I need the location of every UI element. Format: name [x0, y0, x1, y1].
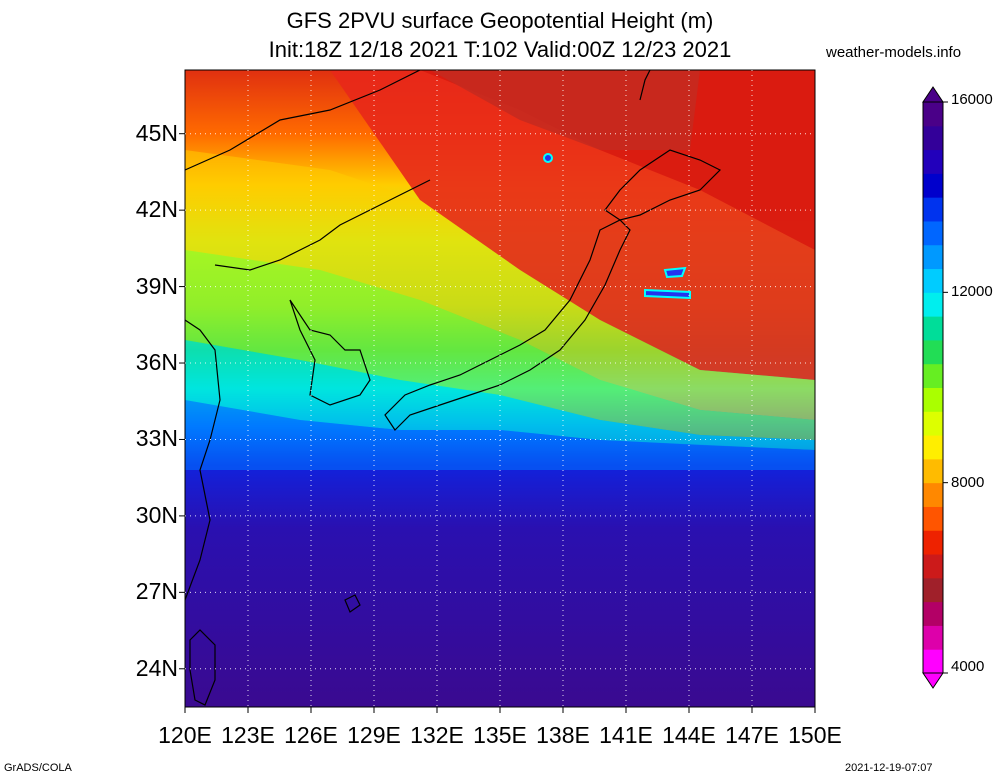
- lon-tick-label: 132E: [410, 722, 464, 748]
- colorbar-cell: [923, 149, 943, 174]
- lon-tick-label: 150E: [788, 722, 842, 748]
- colorbar-cell: [923, 554, 943, 579]
- colorbar-cell: [923, 577, 943, 603]
- colorbar-tick-label: 12000: [951, 283, 993, 301]
- lon-tick-label: 144E: [662, 722, 716, 748]
- colorbar-cell: [923, 292, 943, 317]
- site-label: weather-models.info: [826, 44, 962, 61]
- colorbar-tick-label: 4000: [951, 658, 985, 675]
- colorbar-cell: [923, 197, 943, 222]
- colorbar-tick-label: 16000: [951, 91, 993, 108]
- lon-tick-label: 141E: [599, 722, 653, 748]
- colorbar-cell: [923, 530, 943, 555]
- lat-tick-label: 39N: [135, 272, 178, 299]
- colorbar-max-arrow: [922, 86, 944, 103]
- lon-tick-label: 135E: [473, 722, 527, 748]
- colorbar-cell: [923, 125, 943, 151]
- lat-tick-label: 45N: [135, 119, 178, 146]
- map-subtitle: Init:18Z 12/18 2021 T:102 Valid:00Z 12/2…: [268, 37, 732, 62]
- lon-tick-label: 138E: [536, 722, 590, 748]
- colorbar-cell: [923, 102, 943, 127]
- lat-tick-label: 36N: [135, 349, 178, 376]
- lon-tick-label: 120E: [158, 722, 212, 748]
- colorbar-cell: [923, 458, 943, 484]
- colorbar-cell: [923, 482, 943, 507]
- colorbar-cell: [923, 387, 943, 412]
- colorbar-cell: [923, 506, 943, 531]
- lat-tick-label: 27N: [135, 578, 178, 605]
- lon-tick-label: 126E: [284, 722, 338, 748]
- colorbar-cell: [923, 411, 943, 436]
- colorbar-cell: [923, 649, 943, 674]
- axis-ticks: [179, 133, 816, 713]
- lat-tick-label: 30N: [135, 501, 178, 528]
- lat-tick-label: 24N: [135, 654, 178, 681]
- lon-tick-label: 129E: [347, 722, 401, 748]
- colorbar-tick-label: 8000: [951, 473, 985, 491]
- credit-label: GrADS/COLA: [4, 762, 72, 774]
- colorbar-cell: [923, 173, 943, 198]
- colorbar-cell: [923, 268, 943, 293]
- colorbar-cell: [923, 625, 943, 650]
- colorbar-min-arrow: [922, 672, 944, 689]
- lon-tick-label: 147E: [725, 722, 779, 748]
- colorbar-cell: [923, 435, 943, 460]
- colorbar-cell: [923, 220, 943, 246]
- colorbar-cell: [923, 601, 943, 626]
- grid-lines: [185, 70, 815, 707]
- timestamp-label: 2021-12-19-07:07: [845, 762, 933, 774]
- colorbar-cell: [923, 244, 943, 270]
- lat-tick-label: 33N: [135, 425, 178, 452]
- colorbar-cell: [923, 339, 943, 365]
- lon-tick-label: 123E: [221, 722, 275, 748]
- map-title: GFS 2PVU surface Geopotential Height (m): [286, 8, 714, 33]
- lat-tick-label: 42N: [135, 196, 178, 223]
- colorbar-cell: [923, 316, 943, 341]
- colorbar-cell: [923, 363, 943, 388]
